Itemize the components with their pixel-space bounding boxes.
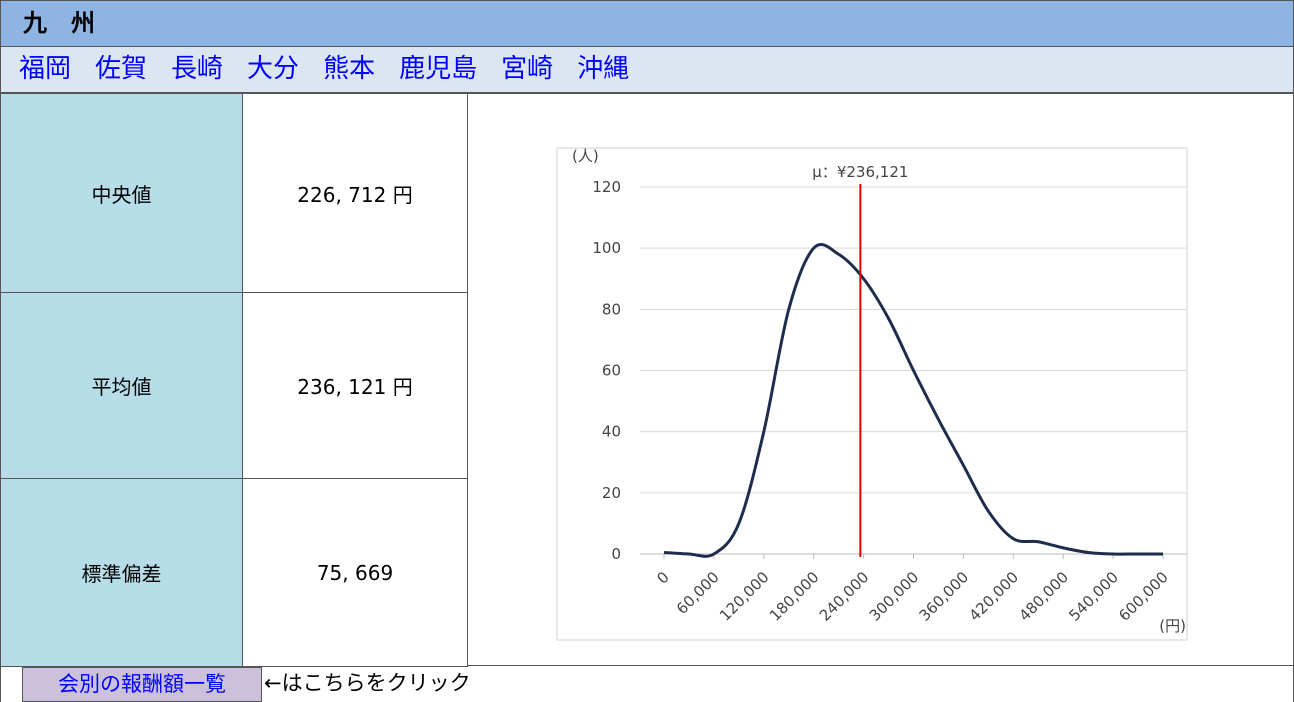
- stat-label: 平均値: [0, 292, 243, 479]
- y-tick-label: 20: [602, 484, 621, 502]
- x-tick-label: 480,000: [1015, 568, 1072, 625]
- x-axis-label: (円): [1159, 617, 1186, 635]
- x-tick-label: 420,000: [966, 568, 1023, 625]
- prefecture-link[interactable]: 福岡: [19, 54, 72, 84]
- prefecture-links: 福岡 佐賀 長崎 大分 熊本 鹿児島 宮崎 沖縄: [0, 47, 1294, 93]
- stat-label: 中央値: [0, 93, 243, 293]
- stat-value: 226, 712 円: [242, 93, 468, 293]
- stat-value: 75, 669: [242, 478, 468, 667]
- prefecture-link[interactable]: 沖縄: [577, 54, 630, 84]
- header-title: 九 州: [0, 0, 1294, 47]
- x-tick-label: 300,000: [866, 568, 923, 625]
- x-tick-label: 540,000: [1065, 568, 1122, 625]
- density-line: [663, 243, 1163, 558]
- x-tick-label: 360,000: [916, 568, 973, 625]
- x-tick-label: 60,000: [673, 568, 723, 618]
- prefecture-link[interactable]: 宮崎: [501, 54, 554, 84]
- prefecture-link[interactable]: 鹿児島: [399, 54, 478, 84]
- prefecture-link[interactable]: 佐賀: [95, 54, 148, 84]
- x-tick-label: 0: [653, 568, 672, 587]
- x-tick-label: 120,000: [716, 568, 773, 625]
- stat-value: 236, 121 円: [242, 292, 468, 479]
- mean-annotation: μ：¥236,121: [812, 163, 908, 181]
- y-tick-label: 40: [602, 423, 621, 441]
- footer-text: ←はこちらをクリック: [264, 671, 471, 695]
- prefecture-link[interactable]: 長崎: [171, 54, 224, 84]
- list-button[interactable]: 会別の報酬額一覧: [22, 667, 262, 702]
- y-tick-label: 80: [602, 300, 621, 318]
- y-axis-label: (人): [572, 147, 599, 165]
- chart-frame: [556, 147, 1188, 641]
- x-tick-label: 180,000: [766, 568, 823, 625]
- y-tick-label: 100: [592, 239, 621, 257]
- y-tick-label: 60: [602, 362, 621, 380]
- prefecture-link[interactable]: 大分: [247, 54, 300, 84]
- y-tick-label: 120: [592, 178, 621, 196]
- y-tick-label: 0: [611, 545, 621, 563]
- stat-label: 標準偏差: [0, 478, 243, 667]
- x-tick-label: 240,000: [816, 568, 873, 625]
- prefecture-link[interactable]: 熊本: [323, 54, 376, 84]
